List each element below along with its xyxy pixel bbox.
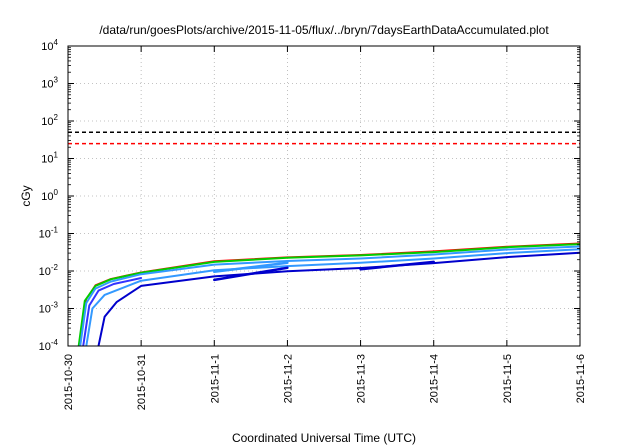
x-tick-label: 2015-11-1: [209, 354, 221, 403]
grid: [68, 46, 580, 346]
y-tick-label: 100: [41, 188, 58, 203]
y-tick-label: 103: [41, 76, 58, 91]
reference-lines: [68, 131, 580, 145]
y-tick-label: 102: [41, 113, 58, 128]
series-group: [77, 242, 580, 346]
x-tick-label: 2015-10-30: [63, 354, 75, 410]
ticks: [67, 45, 581, 347]
x-axis-label: Coordinated Universal Time (UTC): [232, 431, 416, 445]
y-tick-label: 10-1: [39, 226, 59, 241]
x-tick-label: 2015-11-4: [429, 354, 441, 403]
series-line: [359, 260, 435, 271]
x-tick-label: 2015-11-5: [502, 354, 514, 403]
y-tick-label: 104: [41, 38, 58, 53]
series-line: [213, 266, 289, 282]
y-tick-labels: 10-4 10-3 10-2 10-1 100 101 102 103 104: [39, 38, 59, 353]
series-line: [85, 248, 580, 346]
y-axis-label: cGy: [19, 185, 33, 206]
series-line: [213, 261, 289, 274]
y-tick-label: 101: [41, 151, 58, 166]
chart-title: /data/run/goesPlots/archive/2015-11-05/f…: [99, 23, 549, 37]
x-tick-label: 2015-10-31: [136, 354, 148, 410]
x-tick-label: 2015-11-3: [356, 354, 368, 403]
series-line: [79, 245, 580, 346]
x-tick-label: 2015-11-6: [575, 354, 587, 403]
series-line: [82, 277, 143, 346]
series-line: [77, 243, 580, 346]
x-tick-label: 2015-11-2: [282, 354, 294, 403]
y-tick-label: 10-2: [39, 263, 59, 278]
x-tick-labels: 2015-10-30 2015-10-31 2015-11-1 2015-11-2 20…: [63, 354, 587, 410]
series-line: [97, 251, 580, 346]
y-tick-label: 10-4: [39, 338, 59, 353]
y-tick-label: 10-3: [39, 301, 59, 316]
